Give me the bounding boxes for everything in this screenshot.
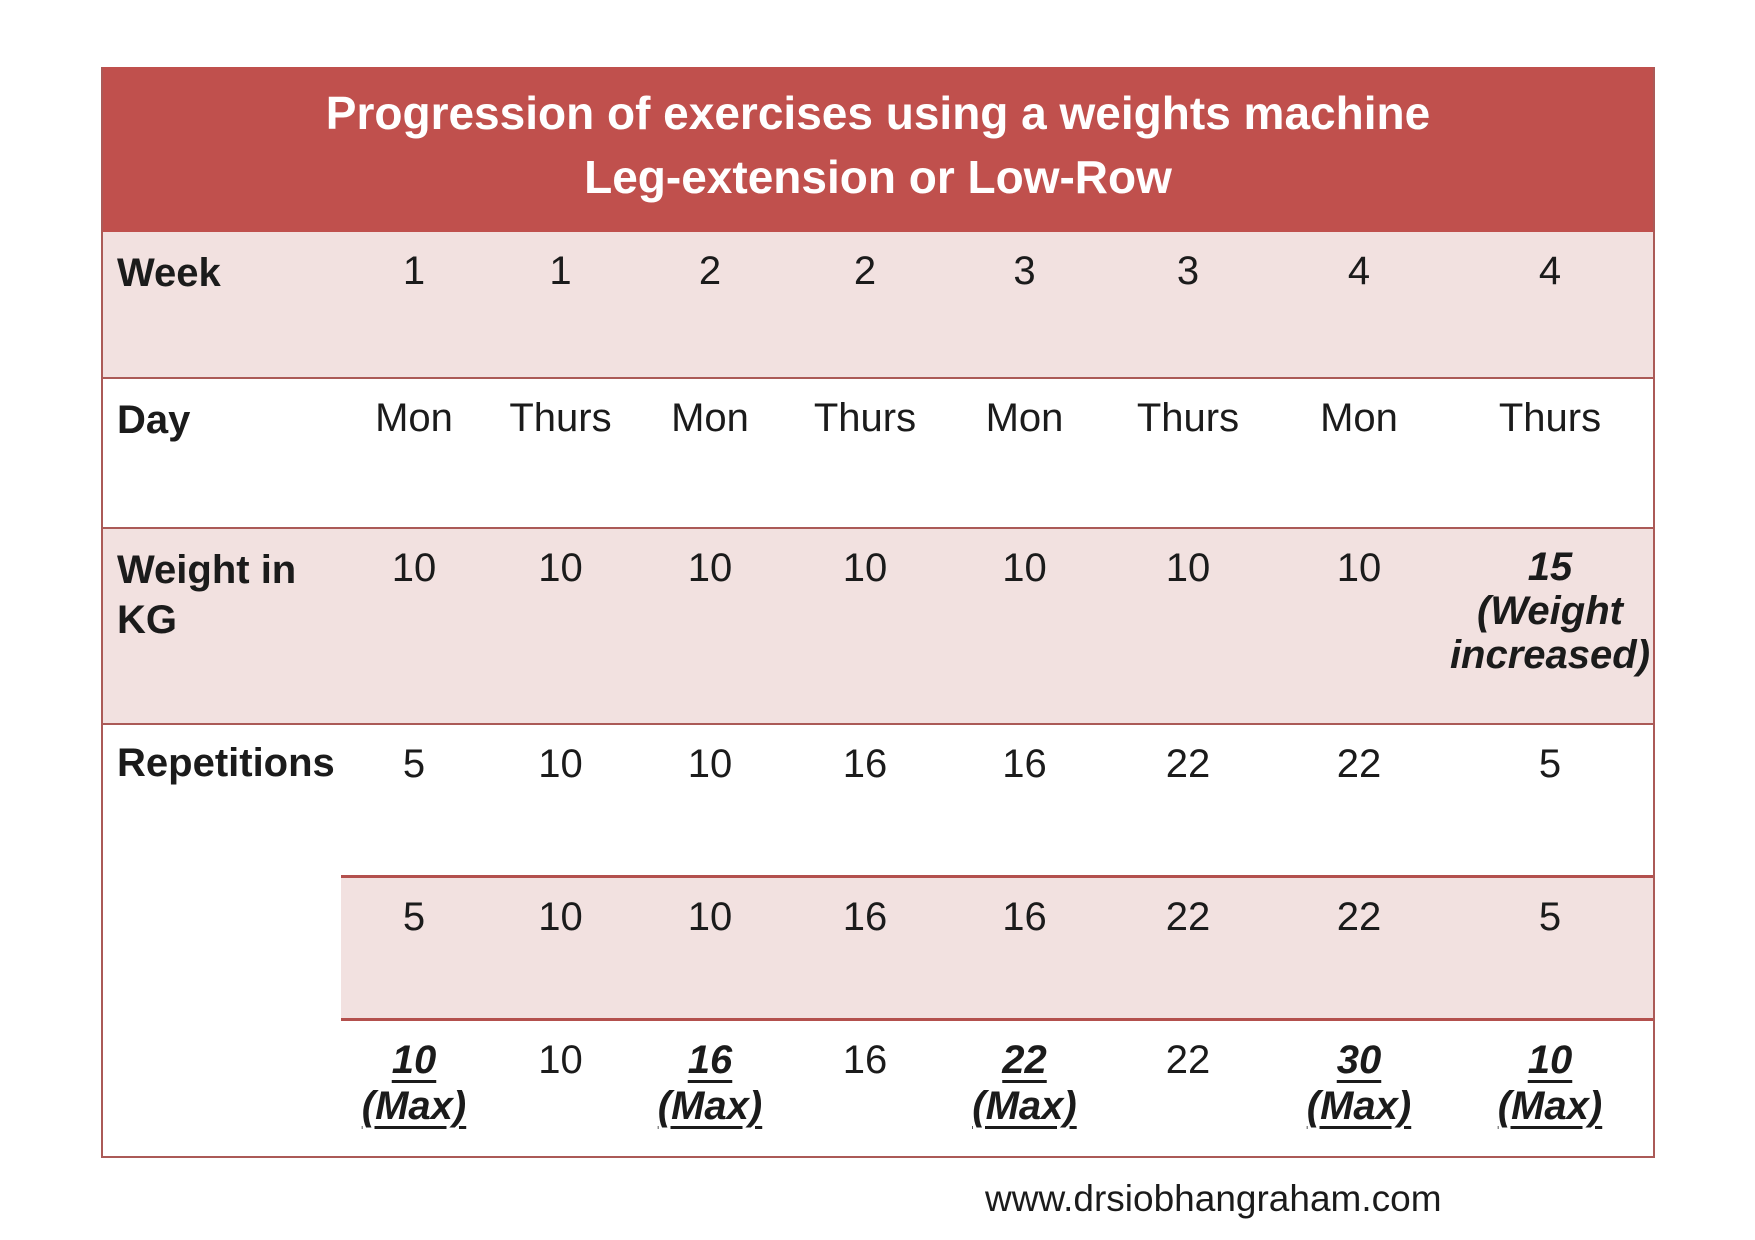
weight-value: 10 [391,546,437,590]
rep-value: 22 [1165,1038,1211,1082]
table-title-banner: Progression of exercises using a weights… [103,67,1653,232]
rep-value: 22 [1165,742,1211,786]
rep-value: 22 [1165,895,1211,939]
day-value: Thurs [509,396,612,440]
weight-value: 10 [1002,546,1047,590]
rep-value: 16 [842,895,888,939]
rep-max-label: (Max) [1306,1084,1412,1128]
week-value: 1 [402,249,426,293]
day-row: Day Mon Thurs Mon Thurs Mon Thurs Mon Th… [103,377,1653,527]
day-row-label: Day [117,398,191,442]
day-value: Mon [1320,396,1398,440]
weight-value-increased: 15 [1527,545,1573,589]
weight-value: 10 [1165,546,1211,590]
rep-max-cell: 10 (Max) [1447,1021,1653,1156]
rep-max-label: (Max) [657,1084,763,1128]
rep-value: 16 [842,1038,888,1082]
rep-value: 10 [538,742,583,786]
repetitions-set1-row: 5 10 10 16 16 22 22 5 [341,725,1653,875]
day-value: Mon [375,396,453,440]
week-value: 3 [1176,249,1200,293]
week-value: 2 [853,249,877,293]
rep-max-value: 10 [391,1038,437,1082]
day-value: Thurs [813,396,917,440]
rep-max-cell: 10 (Max) [341,1021,487,1156]
rep-max-label: (Max) [972,1084,1077,1128]
weight-note-line-1: (Weight [1477,589,1623,633]
rep-value-cell: 10 [487,1021,634,1156]
week-row: Week 1 1 2 2 3 3 4 4 [103,232,1653,377]
repetitions-rows: 5 10 10 16 16 22 22 5 5 10 10 16 16 22 2… [341,725,1653,1156]
rep-max-cell: 22 (Max) [944,1021,1105,1156]
repetitions-section: Repetitions 5 10 10 16 16 22 22 5 5 10 1… [103,725,1653,1156]
week-value: 4 [1538,249,1562,293]
rep-max-value: 16 [687,1038,733,1082]
rep-max-value: 22 [1002,1038,1047,1082]
rep-max-value: 30 [1336,1038,1382,1082]
rep-max-cell: 30 (Max) [1271,1021,1447,1156]
weight-increased-cell: 15 (Weight increased) [1447,529,1653,723]
rep-value: 10 [538,895,583,939]
title-line-2: Leg-extension or Low-Row [584,151,1172,203]
rep-value: 10 [687,895,733,939]
day-value: Thurs [1498,396,1602,440]
progression-table: Progression of exercises using a weights… [101,67,1655,1158]
rep-value: 10 [538,1038,583,1082]
day-value: Thurs [1136,396,1240,440]
day-value: Mon [985,396,1064,440]
weight-value: 10 [842,546,888,590]
rep-max-value: 10 [1527,1038,1573,1082]
rep-value: 5 [1538,742,1562,786]
rep-value: 5 [1538,895,1562,939]
week-value: 4 [1347,249,1371,293]
rep-value: 22 [1336,742,1382,786]
rep-max-label: (Max) [1497,1084,1603,1128]
week-row-label: Week [117,251,221,295]
title-line-1: Progression of exercises using a weights… [325,87,1431,139]
rep-value: 5 [402,895,426,939]
week-value: 3 [1013,249,1036,293]
rep-max-label: (Max) [361,1084,467,1128]
rep-value-cell: 16 [786,1021,944,1156]
rep-value: 10 [687,742,733,786]
weight-value: 10 [687,546,733,590]
rep-value: 16 [1002,895,1047,939]
day-value: Mon [671,396,749,440]
weight-value: 10 [1336,546,1382,590]
repetitions-label: Repetitions [117,741,335,785]
weight-value: 10 [538,546,583,590]
rep-value: 16 [842,742,888,786]
website-url: www.drsiobhangraham.com [985,1178,1442,1219]
week-value: 1 [549,249,572,293]
rep-value: 16 [1002,742,1047,786]
rep-max-cell: 16 (Max) [634,1021,786,1156]
repetitions-set3-row: 10 (Max) 10 16 (Max) 16 22 ( [341,1021,1653,1156]
repetitions-set2-row: 5 10 10 16 16 22 22 5 [341,875,1653,1021]
weight-row: Weight in KG 10 10 10 10 10 10 10 15 (We… [103,527,1653,725]
rep-value: 22 [1336,895,1382,939]
rep-value-cell: 22 [1105,1021,1271,1156]
weight-row-label: Weight in KG [117,548,297,642]
rep-value: 5 [402,742,426,786]
week-value: 2 [698,249,722,293]
weight-note-line-2: increased) [1449,633,1651,677]
